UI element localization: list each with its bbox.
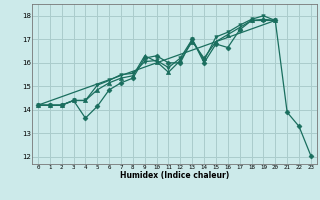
X-axis label: Humidex (Indice chaleur): Humidex (Indice chaleur) <box>120 171 229 180</box>
